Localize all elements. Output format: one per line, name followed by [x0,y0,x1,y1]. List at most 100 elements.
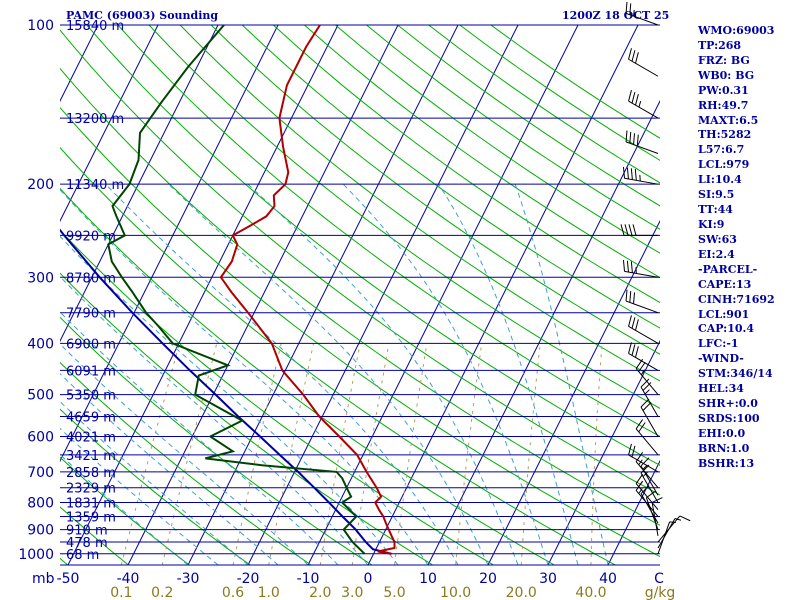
wind-barb [635,473,659,510]
dry-adiabat-lines [60,25,660,565]
wind-barb-staff [657,515,681,543]
mixing-ratio-line [351,343,390,565]
wind-barb-staff [628,454,659,473]
height-level-label: 7790 m [66,307,116,322]
index-item: CAP:10.4 [698,322,755,336]
index-item: KI:9 [698,217,725,231]
pressure-tick-label: 600 [27,429,54,445]
moist-adiabat-lines [60,183,609,565]
wind-barb-half-feather [674,518,682,521]
index-item: SRDS:100 [698,411,760,425]
height-level-label: 8780 m [66,271,116,286]
wind-barb-feather [640,378,650,388]
dry-adiabat-line [60,316,373,565]
height-level-label: 68 m [66,548,99,563]
index-item: LCL:901 [698,307,750,321]
dry-adiabat-line [60,272,433,565]
index-item: L57:6.7 [698,143,745,157]
wind-barb [622,259,659,278]
dry-adiabat-line [60,106,660,558]
wind-barb-staff [635,490,659,517]
mixing-ratio-line [161,343,218,565]
wind-barb [625,1,659,26]
dry-adiabat-line [60,557,68,565]
isotherm-line [307,25,579,565]
wind-barb [628,48,659,77]
dry-adiabat-line [60,229,494,565]
dry-adiabat-line [148,25,660,409]
dry-adiabat-line [60,361,312,565]
wind-barb-staff [640,406,659,437]
dewpoint-line [107,25,366,555]
wind-barb [628,342,659,371]
wind-barb-staff [640,493,659,524]
pressure-units-label: mb [32,571,55,587]
index-item: TP:268 [698,38,742,52]
dry-adiabat-line [179,25,660,382]
temperature-line [219,25,396,555]
wind-barb-feather [631,50,636,62]
index-item: EI:2.4 [698,247,735,261]
index-item: BSHR:13 [698,456,755,470]
moist-adiabat-line [60,189,429,565]
wind-barb-feather [634,93,639,106]
dry-adiabat-line [60,456,190,565]
index-item: -PARCEL- [698,262,758,276]
mixing-ratio-tick-label: 0.6 [222,585,244,600]
mixing-ratio-tick-label: 5.0 [383,585,405,600]
wind-barb-feather [625,289,628,302]
pressure-tick-label: 300 [27,270,54,286]
temperature-unit-label: C [654,571,664,587]
wind-barb-feather [633,292,636,304]
wind-barb-staff [640,472,659,503]
wind-barb-feather [640,485,650,495]
isotherm-line [607,459,660,565]
wind-barb-feather [631,91,636,104]
wind-barb-feather [634,52,639,64]
pressure-tick-label: 800 [27,496,54,512]
mixing-ratio-tick-label: 0.2 [151,585,173,600]
height-level-label: 4021 m [66,430,116,445]
mixing-ratio-tick-label: 0.1 [110,585,132,600]
mixing-ratio-tick-label: 3.0 [341,585,363,600]
wind-barb [635,419,659,456]
wind-barb-feather [651,497,663,503]
height-level-label: 1359 m [66,510,116,525]
mixing-ratio-unit-label: g/kg [645,585,676,600]
dry-adiabat-line [241,25,660,329]
pressure-tick-label: 1000 [18,547,54,563]
wind-barb-staff [628,325,659,344]
wind-barb-feather [638,361,646,372]
temperature-tick-label: -20 [237,571,260,587]
wind-barb-feather [622,259,626,272]
dry-adiabat-line [272,25,660,304]
wind-barb-feather [622,166,626,179]
height-level-label: 4659 m [66,411,116,426]
index-item: TH:5282 [698,128,752,142]
isotherm-line [67,25,339,565]
index-item: MAXT:6.5 [698,113,759,127]
wind-barb-feather [634,319,639,331]
dry-adiabat-line [86,25,660,466]
height-level-label: 15840 m [66,19,124,34]
mixing-ratio-tick-label: 2.0 [309,585,331,600]
isotherm-line [247,25,519,565]
moist-adiabat-line [60,311,339,565]
wind-barb-staff [628,58,659,77]
height-level-label: 910 m [66,524,108,539]
moist-adiabat-line [60,235,399,565]
wind-barb-half-feather [642,471,648,477]
profile-lines [60,25,396,555]
index-item: WB0: BG [698,68,755,82]
dry-adiabat-line [60,408,251,565]
index-item: PW:0.31 [698,83,749,97]
moist-adiabat-line [342,183,549,565]
wind-barb-half-feather [638,488,643,494]
height-level-label: 478 m [66,536,108,551]
pressure-tick-label: 500 [27,388,54,404]
height-level-label: 13200 m [66,112,124,127]
wind-barb-feather [635,419,644,430]
moist-adiabat-line [60,427,219,565]
temperature-tick-label: -10 [297,571,320,587]
